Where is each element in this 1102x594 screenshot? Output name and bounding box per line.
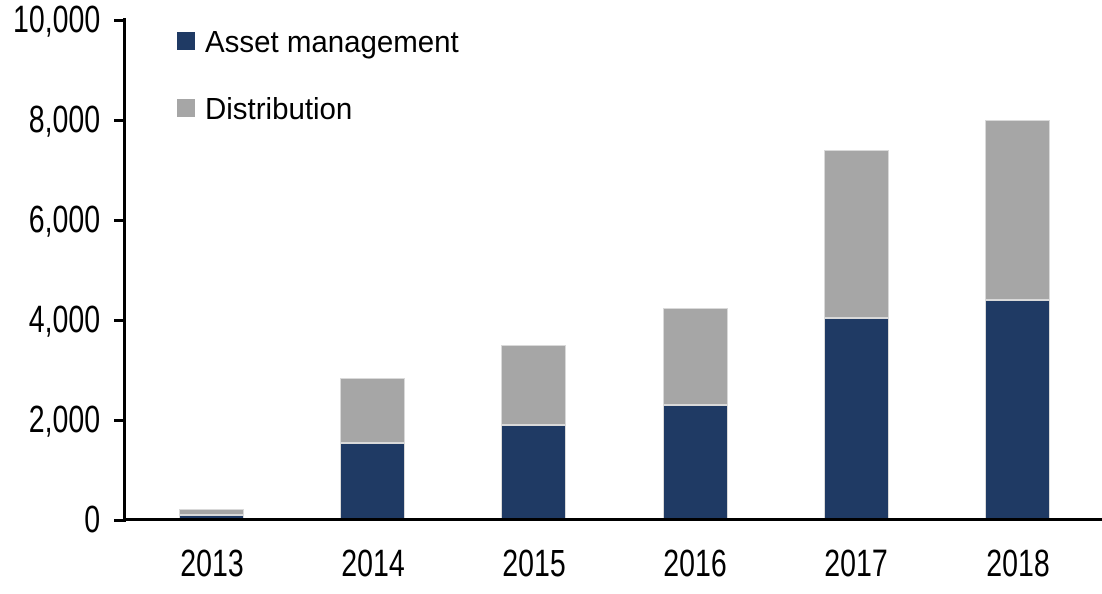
y-tick-mark-4000 (114, 318, 123, 322)
x-tick-label-2013: 2013 (179, 543, 244, 585)
legend-item-distribution: Distribution (177, 91, 472, 125)
legend-swatch-distribution (177, 99, 195, 117)
x-tick-label-2018: 2018 (985, 543, 1050, 585)
bar-2014-distribution (340, 377, 406, 443)
y-tick-mark-6000 (114, 218, 123, 222)
bar-2014-asset-management (340, 442, 406, 520)
y-axis-line (123, 18, 126, 522)
y-tick-label-6000: 6,000 (28, 199, 100, 241)
y-tick-label-8000: 8,000 (28, 99, 100, 141)
y-tick-label-2000: 2,000 (28, 399, 100, 441)
bar-2018-distribution (985, 120, 1050, 300)
y-tick-label-10000: 10,000 (12, 0, 100, 41)
x-tick-label-2017: 2017 (824, 543, 888, 585)
bar-2013-distribution (179, 509, 244, 515)
bar-2017-distribution (823, 150, 889, 318)
y-tick-mark-8000 (114, 118, 123, 122)
y-tick-mark-2000 (114, 418, 123, 422)
x-axis-line (123, 518, 1102, 521)
chart-legend: Asset management Distribution (177, 24, 472, 125)
bar-2015-asset-management (501, 425, 567, 520)
x-tick-label-2015: 2015 (502, 543, 566, 585)
bar-2017-asset-management (823, 317, 889, 520)
bar-2018-asset-management (985, 300, 1050, 520)
legend-item-asset-management: Asset management (177, 24, 472, 58)
legend-label-asset-management: Asset management (205, 23, 459, 59)
x-tick-label-2014: 2014 (340, 543, 405, 585)
x-tick-label-2016: 2016 (663, 543, 727, 585)
bar-2016-distribution (662, 307, 728, 405)
legend-swatch-asset-management (177, 32, 195, 50)
y-tick-label-4000: 4,000 (28, 299, 100, 341)
legend-label-distribution: Distribution (205, 90, 353, 126)
bar-2015-distribution (501, 345, 567, 425)
y-tick-mark-0 (114, 518, 123, 522)
y-tick-mark-10000 (114, 18, 123, 22)
bar-2016-asset-management (662, 405, 728, 520)
y-tick-label-0: 0 (84, 499, 100, 541)
